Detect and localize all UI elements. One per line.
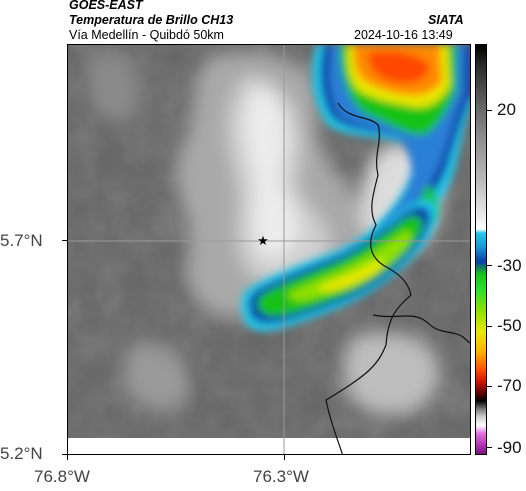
colorbar-tick-label: -50: [497, 316, 522, 335]
product-title: Temperatura de Brillo CH13: [69, 13, 234, 27]
lon-tick-label: 76.8°W: [34, 467, 90, 486]
lat-tick-mark: [62, 454, 67, 455]
colorbar-tick-mark: [487, 386, 492, 387]
lon-tick-label: 76.3°W: [253, 467, 309, 486]
lon-tick-mark: [67, 455, 68, 460]
colorbar-tick-mark: [487, 326, 492, 327]
datetime-label: 2024-10-16 13:49: [354, 28, 453, 42]
satellite-title: GOES-EAST: [69, 0, 143, 12]
lat-tick-mark: [62, 240, 67, 241]
colorbar-tick-label: -90: [497, 438, 522, 457]
lat-tick-label: 5.2°N: [0, 444, 43, 463]
colorbar-tick-mark: [487, 447, 492, 448]
lon-tick-mark: [284, 455, 285, 460]
colorbar-tick-label: -70: [497, 376, 522, 395]
organization-label: SIATA: [428, 13, 464, 27]
colorbar-tick-label: -30: [497, 256, 522, 275]
convective-system-north: [312, 45, 470, 255]
colorbar-tick-mark: [487, 110, 492, 111]
route-label: Vía Medellín - Quibdó 50km: [69, 28, 224, 42]
colorbar-tick-label: 20: [497, 100, 516, 119]
no-data-strip: [68, 438, 470, 454]
department-boundary: [372, 314, 470, 345]
map-canvas: ★: [68, 45, 470, 454]
satellite-map: ★: [67, 44, 471, 455]
star-marker-icon: ★: [257, 234, 269, 249]
lat-tick-label: 5.7°N: [0, 231, 43, 250]
colorbar-tick-mark: [487, 265, 492, 266]
border-line: [325, 102, 412, 454]
temperature-colorbar: [475, 44, 487, 455]
